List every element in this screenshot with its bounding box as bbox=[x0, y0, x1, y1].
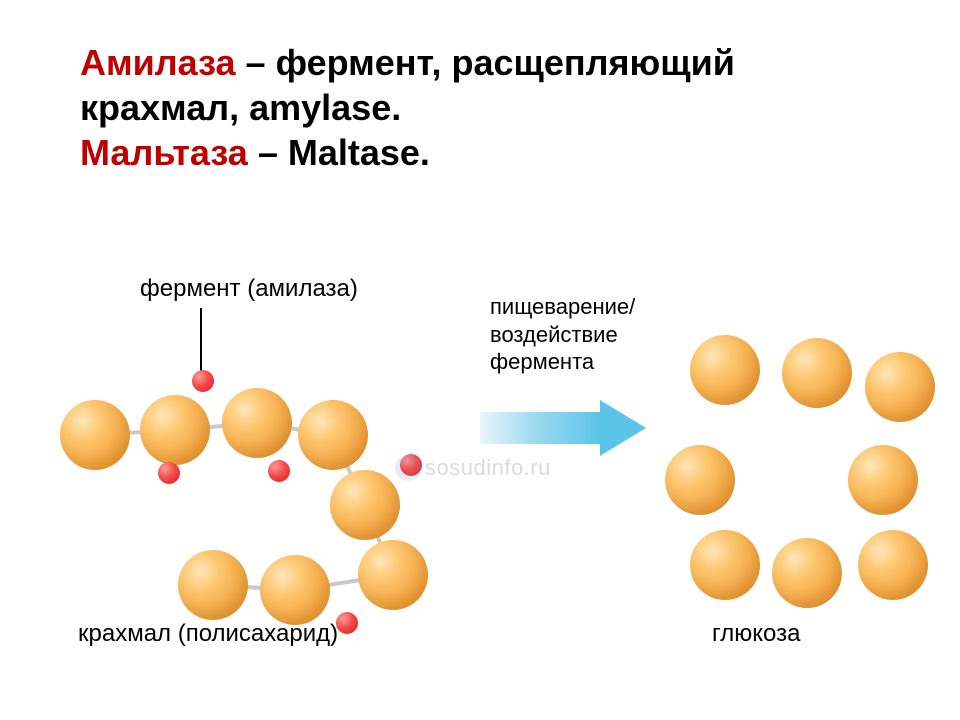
amylase-enzyme-dot bbox=[336, 612, 358, 634]
title-block: Амилаза – фермент, расщепляющий крахмал,… bbox=[80, 40, 880, 175]
title-line1-black: – фермент, расщепляющий bbox=[246, 42, 735, 83]
title-line3-black: – Maltase. bbox=[258, 132, 430, 173]
free-glucose-unit bbox=[665, 445, 735, 515]
reaction-arrow bbox=[480, 400, 650, 456]
starch-glucose-unit bbox=[260, 555, 330, 625]
enzyme-label: фермент (амилаза) bbox=[140, 275, 358, 303]
title-line-2: крахмал, amylase. bbox=[80, 85, 880, 130]
title-line-3: Мальтаза – Maltase. bbox=[80, 130, 880, 175]
arrow-caption-l3: фермента bbox=[490, 348, 635, 376]
free-glucose-unit bbox=[690, 335, 760, 405]
glucose-label: глюкоза bbox=[712, 620, 800, 648]
watermark-text: sosudinfo.ru bbox=[425, 455, 551, 481]
starch-glucose-unit bbox=[178, 550, 248, 620]
title-line-1: Амилаза – фермент, расщепляющий bbox=[80, 40, 880, 85]
free-glucose-unit bbox=[865, 352, 935, 422]
starch-label: крахмал (полисахарид) bbox=[78, 620, 338, 648]
free-glucose-unit bbox=[690, 530, 760, 600]
arrow-head-icon bbox=[600, 400, 646, 456]
arrow-body bbox=[480, 412, 600, 444]
starch-glucose-unit bbox=[222, 388, 292, 458]
amylase-enzyme-dot bbox=[268, 460, 290, 482]
starch-glucose-unit bbox=[140, 395, 210, 465]
starch-glucose-unit bbox=[60, 400, 130, 470]
free-glucose-unit bbox=[858, 530, 928, 600]
starch-glucose-unit bbox=[330, 470, 400, 540]
amylase-enzyme-dot bbox=[158, 462, 180, 484]
free-glucose-unit bbox=[772, 538, 842, 608]
watermark-logo-icon bbox=[395, 455, 421, 481]
title-maltase-red: Мальтаза bbox=[80, 132, 258, 173]
starch-glucose-unit bbox=[358, 540, 428, 610]
arrow-caption: пищеварение/ воздействие фермента bbox=[490, 293, 635, 376]
free-glucose-unit bbox=[848, 445, 918, 515]
arrow-caption-l2: воздействие bbox=[490, 321, 635, 349]
title-amylase-red: Амилаза bbox=[80, 42, 246, 83]
arrow-caption-l1: пищеварение/ bbox=[490, 293, 635, 321]
enzyme-pointer-line bbox=[200, 308, 202, 378]
starch-glucose-unit bbox=[298, 400, 368, 470]
amylase-enzyme-dot bbox=[192, 370, 214, 392]
free-glucose-unit bbox=[782, 338, 852, 408]
